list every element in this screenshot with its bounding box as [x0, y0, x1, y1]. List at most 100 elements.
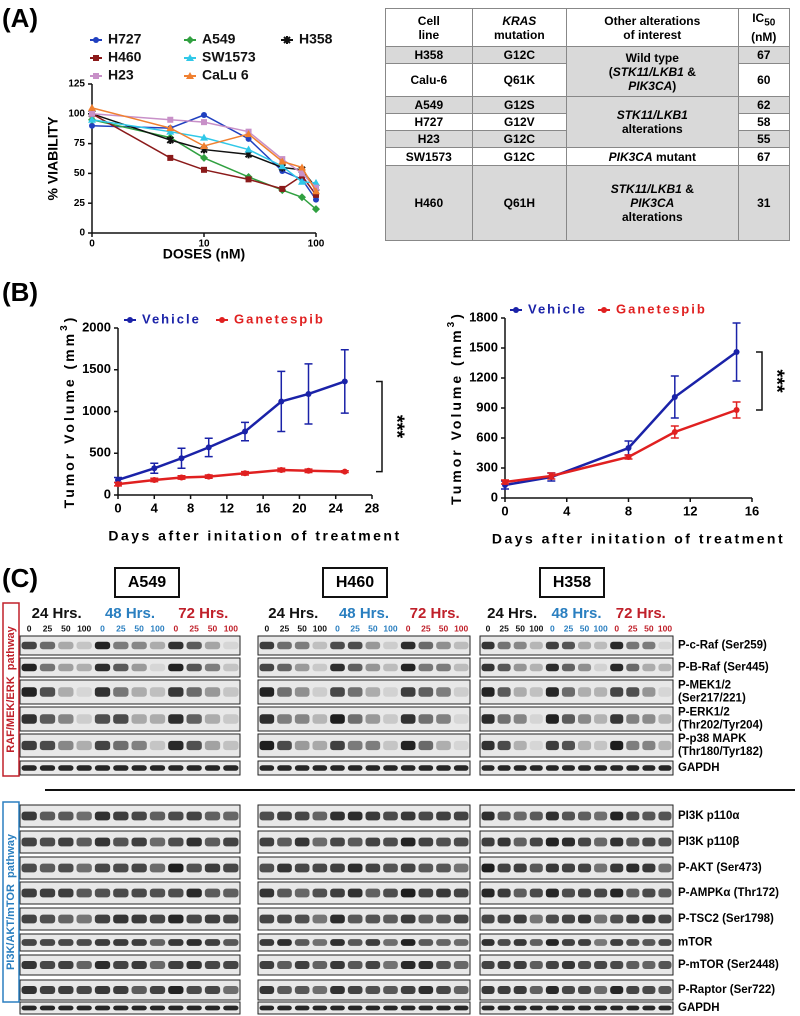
band	[131, 961, 147, 969]
band	[330, 714, 345, 724]
band	[481, 740, 495, 751]
band	[131, 663, 147, 672]
band	[204, 687, 221, 697]
header-text: mutation	[493, 27, 545, 42]
marker	[200, 153, 208, 162]
time-label: 48 Hrs.	[551, 605, 601, 622]
header-text: 50	[764, 17, 776, 29]
band	[658, 687, 672, 697]
band	[204, 961, 221, 969]
marker	[88, 115, 96, 123]
band	[294, 939, 310, 946]
dose-label: 0	[550, 623, 555, 633]
band	[497, 811, 511, 821]
band	[330, 740, 345, 751]
band	[94, 740, 111, 751]
cell-text: STK11/LKB1	[616, 108, 688, 122]
dose-label: 25	[350, 623, 360, 633]
band	[400, 939, 416, 946]
band	[149, 837, 166, 847]
dose-label: 0	[27, 623, 32, 633]
legend-label: H460	[108, 49, 142, 65]
header-cell: IC50 (nM)	[737, 8, 791, 47]
band	[223, 939, 239, 946]
marker	[601, 307, 607, 313]
band	[383, 863, 398, 873]
band	[610, 837, 624, 847]
band	[545, 641, 559, 650]
marker	[93, 37, 99, 43]
protein-label: P-AKT (Ser473)	[678, 862, 762, 874]
marker	[167, 116, 174, 123]
band	[113, 939, 129, 946]
band	[277, 811, 292, 821]
x-tick-label: 8	[187, 500, 194, 515]
band	[21, 663, 37, 672]
band	[365, 811, 381, 821]
band	[312, 939, 328, 946]
blot-panel	[257, 635, 471, 656]
band	[594, 740, 608, 751]
marker	[151, 465, 158, 472]
x-tick-label: 16	[256, 500, 270, 515]
band	[294, 961, 310, 969]
band	[347, 888, 363, 898]
band	[168, 740, 184, 751]
x-tick-label: 100	[308, 239, 325, 250]
band	[513, 765, 527, 771]
band	[131, 1005, 147, 1011]
band	[204, 939, 221, 946]
dose-label: 100	[77, 623, 91, 633]
marker	[313, 191, 319, 198]
band	[312, 863, 328, 873]
band	[578, 765, 592, 771]
y-tick-label: 1000	[82, 403, 111, 418]
cell: G12V	[471, 113, 568, 131]
band	[223, 811, 239, 821]
band	[277, 1005, 292, 1011]
band	[76, 663, 92, 672]
band	[39, 1005, 56, 1011]
marker	[312, 187, 320, 195]
band	[626, 1005, 640, 1011]
band	[58, 663, 74, 672]
band	[76, 740, 92, 751]
header-text: of interest	[623, 27, 682, 42]
band	[561, 888, 575, 898]
y-tick-label: 300	[476, 459, 498, 474]
band	[347, 837, 363, 847]
blot-panel	[19, 979, 241, 1001]
band	[418, 888, 434, 898]
band	[365, 986, 381, 994]
band	[347, 961, 363, 969]
band	[168, 939, 184, 946]
band	[149, 663, 166, 672]
band	[529, 986, 543, 994]
band	[39, 837, 56, 847]
band	[259, 740, 275, 751]
band	[149, 765, 166, 771]
cell-line-label: A549	[128, 574, 166, 591]
band	[58, 837, 74, 847]
band	[259, 641, 275, 650]
band	[578, 914, 592, 924]
row: H727 G12V 58	[385, 113, 791, 131]
band	[529, 888, 543, 898]
band	[204, 663, 221, 672]
band	[365, 863, 381, 873]
blot-panel	[257, 856, 471, 880]
band	[39, 811, 56, 821]
band	[347, 1005, 363, 1011]
band	[561, 811, 575, 821]
band	[94, 687, 111, 697]
cell: STK11/LKB1 alterations	[566, 96, 739, 148]
time-label: 24 Hrs.	[268, 605, 318, 622]
protein-label: P-B-Raf (Ser445)	[678, 662, 769, 674]
band	[21, 765, 37, 771]
dose-label: 50	[515, 623, 525, 633]
cell: G12C	[471, 147, 568, 166]
blot-panel	[479, 907, 674, 931]
blot-panel	[19, 706, 241, 732]
cell: SW1573	[385, 147, 473, 166]
band	[642, 986, 656, 994]
